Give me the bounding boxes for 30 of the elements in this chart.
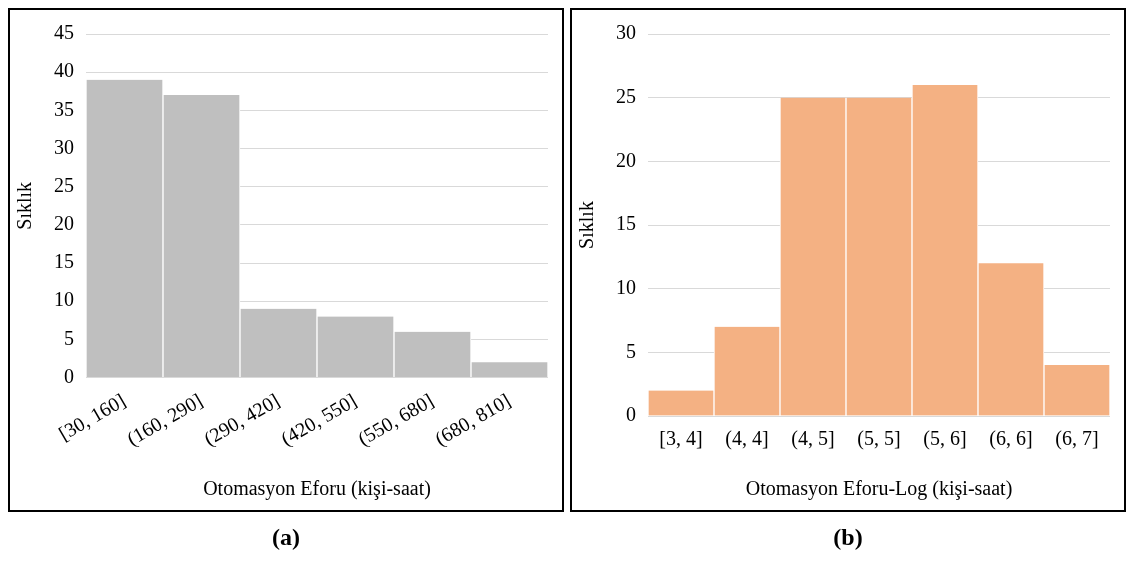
x-tick-label: (5, 6] <box>923 427 967 451</box>
x-axis-title: Otomasyon Eforu-Log (kişi-saat) <box>745 477 1013 501</box>
y-tick-label: 25 <box>616 84 636 107</box>
y-tick-label: 10 <box>616 275 636 298</box>
y-tick-label: 20 <box>54 212 74 235</box>
y-tick-label: 0 <box>64 364 74 387</box>
y-tick-label: 40 <box>54 59 74 82</box>
y-axis-title: Sıklık <box>13 181 36 230</box>
y-tick-label: 25 <box>54 173 74 196</box>
x-tick-label: (6, 7] <box>1055 427 1099 451</box>
x-tick-label: (4, 4] <box>725 427 769 451</box>
x-axis-title: Otomasyon Eforu (kişi-saat) <box>203 477 431 501</box>
y-tick-label: 20 <box>616 148 636 171</box>
y-tick-label: 5 <box>64 326 74 349</box>
x-tick-label: (4, 5] <box>791 427 835 451</box>
y-tick-label: 45 <box>54 21 74 44</box>
x-tick-label: (5, 5] <box>857 427 901 451</box>
y-tick-label: 30 <box>54 135 74 158</box>
y-tick-label: 30 <box>616 21 636 44</box>
y-tick-label: 0 <box>626 403 636 426</box>
y-tick-label: 5 <box>626 339 636 362</box>
y-axis-title: Sıklık <box>575 201 598 249</box>
y-tick-label: 15 <box>616 212 636 235</box>
y-tick-label: 15 <box>54 250 74 273</box>
text: (b) <box>832 524 864 551</box>
y-tick-label: 35 <box>54 97 74 120</box>
x-tick-label: [3, 4] <box>659 427 703 450</box>
text: (a) <box>271 524 301 551</box>
x-tick-label: (6, 6] <box>989 427 1033 451</box>
y-tick-label: 10 <box>54 288 74 311</box>
